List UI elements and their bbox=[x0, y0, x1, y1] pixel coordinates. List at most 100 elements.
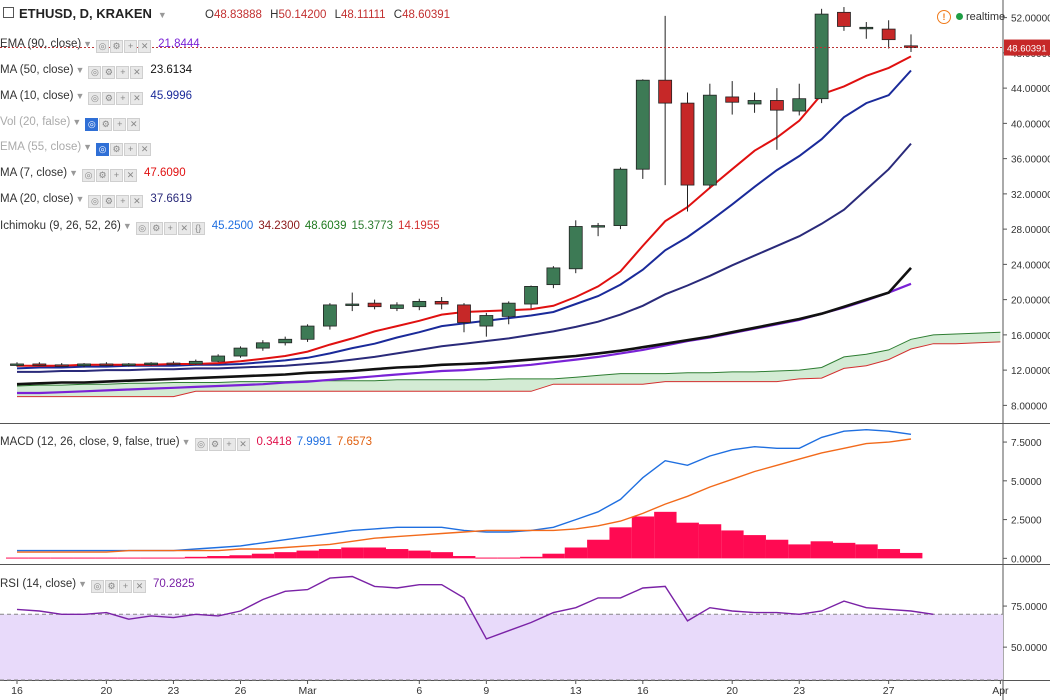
chevron-down-icon[interactable]: ▼ bbox=[75, 65, 85, 75]
chevron-down-icon[interactable]: ▼ bbox=[72, 117, 82, 127]
macd-legend-row[interactable]: MACD (12, 26, close, 9, false, true) ▼ ◎ ⚙ +… bbox=[0, 434, 372, 451]
symbol-header[interactable]: ETHUSD, D, KRAKEN ▼ bbox=[0, 6, 167, 21]
macd-histogram-bar bbox=[363, 547, 386, 559]
add-icon[interactable]: + bbox=[116, 92, 130, 105]
settings-icon[interactable]: ⚙ bbox=[96, 169, 110, 182]
indicator-legend-row[interactable]: EMA (90, close) ▼ ◎ ⚙ + ✕ 21.8444 bbox=[0, 36, 200, 53]
chevron-down-icon[interactable]: ▼ bbox=[181, 437, 191, 447]
candle-body bbox=[725, 96, 740, 103]
chevron-down-icon[interactable]: ▼ bbox=[69, 168, 79, 178]
candle-body bbox=[546, 267, 561, 286]
settings-icon[interactable]: ⚙ bbox=[149, 222, 163, 235]
remove-icon[interactable]: ✕ bbox=[138, 40, 152, 53]
chevron-down-icon[interactable]: ▼ bbox=[83, 39, 93, 49]
candle-body bbox=[680, 102, 695, 186]
ichimoku-legend-row[interactable]: Ichimoku (9, 26, 52, 26) ▼ ◎ ⚙ + ✕{} 45.2500 34… bbox=[0, 218, 440, 235]
remove-icon[interactable]: ✕ bbox=[127, 118, 141, 131]
macd-histogram-bar bbox=[676, 522, 699, 559]
visibility-icon[interactable]: ◎ bbox=[90, 580, 104, 593]
remove-icon[interactable]: ✕ bbox=[124, 169, 138, 182]
add-icon[interactable]: + bbox=[113, 118, 127, 131]
indicator-value: 45.9996 bbox=[150, 90, 192, 102]
visibility-icon[interactable]: ◎ bbox=[135, 222, 149, 235]
remove-icon[interactable]: ✕ bbox=[177, 222, 191, 235]
macd-histogram-bar bbox=[631, 516, 655, 559]
macd-histogram-bar bbox=[587, 539, 610, 559]
visibility-icon[interactable]: ◎ bbox=[85, 118, 99, 131]
visibility-icon[interactable]: ◎ bbox=[82, 169, 96, 182]
add-icon[interactable]: + bbox=[116, 66, 130, 79]
remove-icon[interactable]: ✕ bbox=[138, 143, 152, 156]
chevron-down-icon[interactable]: ▼ bbox=[122, 221, 132, 231]
visibility-icon[interactable]: ◎ bbox=[88, 92, 102, 105]
settings-icon[interactable]: ⚙ bbox=[110, 40, 124, 53]
time-tick-label: Apr bbox=[992, 685, 1009, 697]
candle-body bbox=[747, 100, 762, 105]
price-tick-label: 16.00000 bbox=[1011, 331, 1050, 342]
indicator-legend-row[interactable]: MA (7, close) ▼ ◎ ⚙ + ✕ 47.6090 bbox=[0, 165, 186, 182]
indicator-legend-row[interactable]: MA (20, close) ▼ ◎ ⚙ + ✕ 37.6619 bbox=[0, 191, 192, 208]
candle-body bbox=[635, 79, 650, 170]
add-icon[interactable]: + bbox=[124, 143, 138, 156]
candle-body bbox=[188, 360, 203, 365]
add-icon[interactable]: + bbox=[118, 580, 132, 593]
time-tick-label: 13 bbox=[570, 685, 582, 697]
chevron-down-icon[interactable]: ▼ bbox=[157, 10, 167, 20]
settings-icon[interactable]: ⚙ bbox=[99, 118, 113, 131]
remove-icon[interactable]: ✕ bbox=[132, 580, 146, 593]
macd-histogram-bar bbox=[743, 535, 766, 559]
realtime-indicator: ! realtime bbox=[937, 10, 1005, 24]
indicator-legend-row[interactable]: EMA (55, close) ▼ ◎ ⚙ + ✕ bbox=[0, 139, 158, 156]
candle-body bbox=[770, 100, 784, 111]
price-tick-label: 44.00000 bbox=[1011, 84, 1050, 95]
candle-body bbox=[121, 363, 136, 366]
add-icon[interactable]: + bbox=[124, 40, 138, 53]
price-tick-label: 40.00000 bbox=[1011, 119, 1050, 130]
add-icon[interactable]: + bbox=[116, 195, 130, 208]
visibility-icon[interactable]: ◎ bbox=[88, 66, 102, 79]
macd-histogram-bar bbox=[788, 544, 811, 559]
time-tick-label: 23 bbox=[793, 685, 805, 697]
indicator-value: 47.6090 bbox=[144, 167, 186, 179]
add-icon[interactable]: + bbox=[110, 169, 124, 182]
indicator-legend-row[interactable]: MA (10, close) ▼ ◎ ⚙ + ✕ 45.9996 bbox=[0, 88, 192, 105]
warning-icon[interactable]: ! bbox=[937, 10, 951, 24]
macd-histogram-bar bbox=[453, 556, 476, 559]
indicator-legend-row[interactable]: Vol (20, false) ▼ ◎ ⚙ + ✕ bbox=[0, 114, 147, 131]
candle-body bbox=[792, 98, 807, 112]
brackets-icon[interactable]: {} bbox=[191, 222, 205, 235]
settings-icon[interactable]: ⚙ bbox=[104, 580, 118, 593]
indicator-legend-row[interactable]: MA (50, close) ▼ ◎ ⚙ + ✕ 23.6134 bbox=[0, 62, 192, 79]
candle-body bbox=[54, 364, 69, 367]
settings-icon[interactable]: ⚙ bbox=[102, 195, 116, 208]
settings-icon[interactable]: ⚙ bbox=[208, 438, 222, 451]
visibility-icon[interactable]: ◎ bbox=[194, 438, 208, 451]
visibility-icon[interactable]: ◎ bbox=[96, 40, 110, 53]
realtime-label: realtime bbox=[966, 11, 1006, 23]
remove-icon[interactable]: ✕ bbox=[236, 438, 250, 451]
settings-icon[interactable]: ⚙ bbox=[102, 92, 116, 105]
remove-icon[interactable]: ✕ bbox=[130, 66, 144, 79]
macd-histogram-bar bbox=[654, 511, 677, 559]
add-icon[interactable]: + bbox=[163, 222, 177, 235]
add-icon[interactable]: + bbox=[222, 438, 236, 451]
chevron-down-icon[interactable]: ▼ bbox=[78, 579, 87, 589]
remove-icon[interactable]: ✕ bbox=[130, 195, 144, 208]
indicator-value: 45.2500 bbox=[211, 220, 254, 232]
chevron-down-icon[interactable]: ▼ bbox=[75, 91, 85, 101]
candle-body bbox=[77, 363, 91, 367]
macd-histogram-bar bbox=[765, 539, 789, 559]
indicator-value: 14.1955 bbox=[398, 220, 440, 232]
macd-histogram-bar bbox=[475, 557, 498, 559]
collapse-icon[interactable] bbox=[3, 7, 14, 18]
visibility-icon[interactable]: ◎ bbox=[88, 195, 102, 208]
chevron-down-icon[interactable]: ▼ bbox=[75, 194, 85, 204]
remove-icon[interactable]: ✕ bbox=[130, 92, 144, 105]
visibility-icon[interactable]: ◎ bbox=[96, 143, 110, 156]
macd-histogram-bar bbox=[542, 553, 565, 559]
settings-icon[interactable]: ⚙ bbox=[110, 143, 124, 156]
rsi-legend-row[interactable]: RSI (14, close) ▼ ◎ ⚙ + ✕ 70.2825 bbox=[0, 576, 195, 593]
settings-icon[interactable]: ⚙ bbox=[102, 66, 116, 79]
chevron-down-icon[interactable]: ▼ bbox=[83, 142, 93, 152]
